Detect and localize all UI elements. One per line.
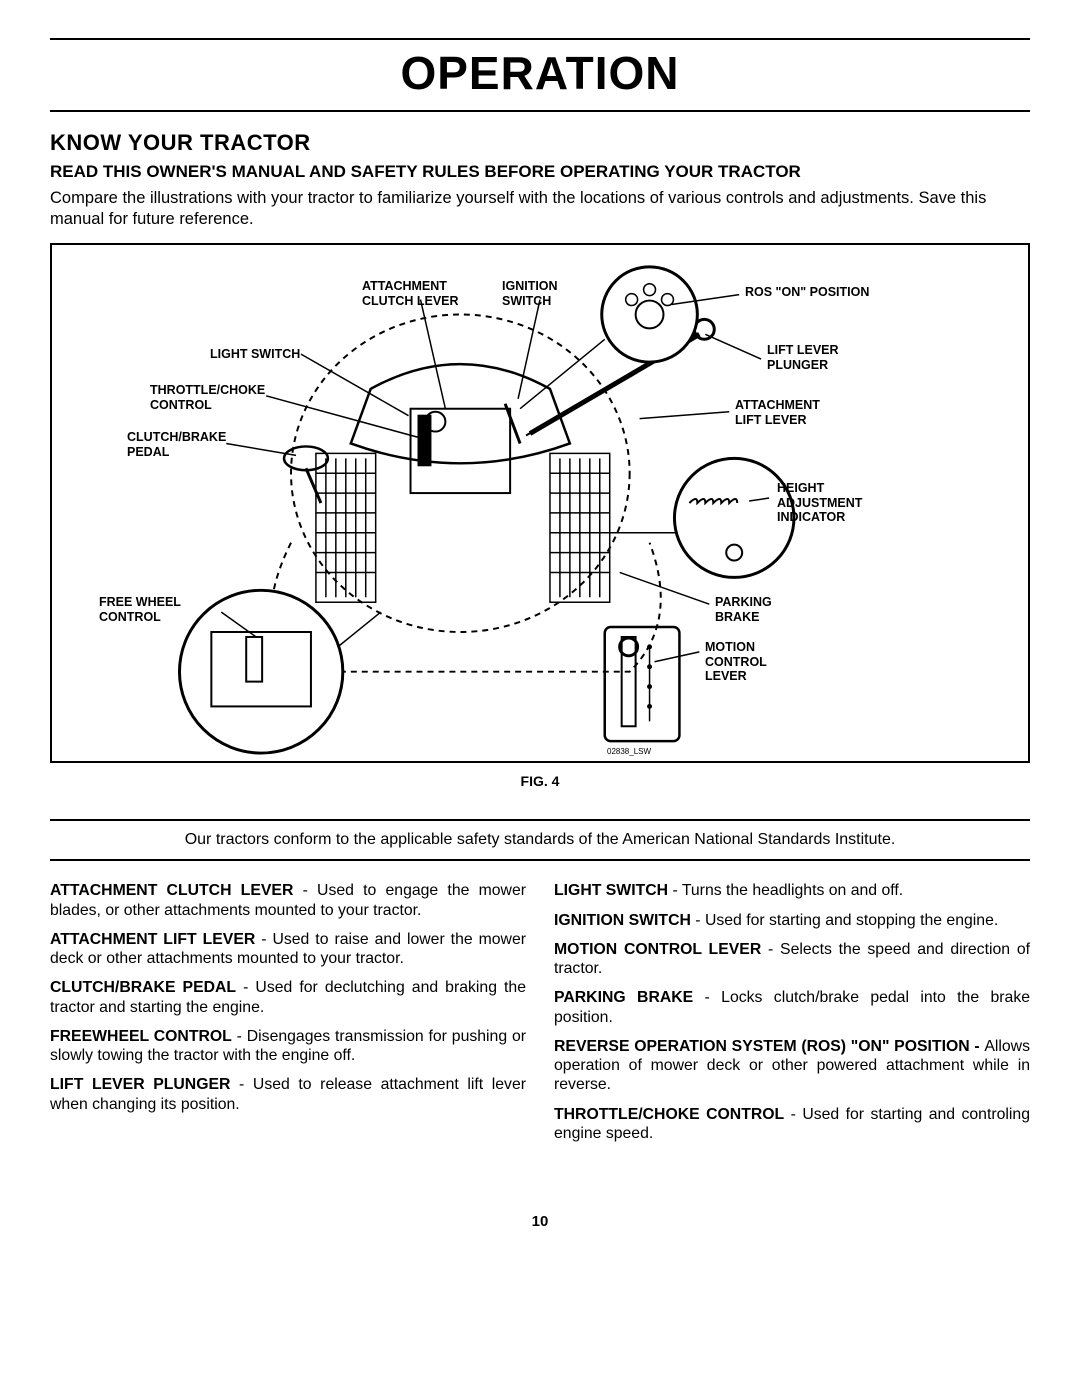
def-clutch-brake-pedal: CLUTCH/BRAKE PEDAL - Used for declutchin… [50, 978, 526, 1017]
def-ros-on-position: REVERSE OPERATION SYSTEM (ROS) "ON" POSI… [554, 1037, 1030, 1095]
term: PARKING BRAKE [554, 989, 693, 1006]
section-heading: KNOW YOUR TRACTOR [50, 130, 1030, 156]
def-parking-brake: PARKING BRAKE - Locks clutch/brake pedal… [554, 988, 1030, 1027]
definitions-col-right: LIGHT SWITCH - Turns the headlights on a… [554, 881, 1030, 1153]
figure-caption: FIG. 4 [50, 773, 1030, 789]
def-ignition-switch: IGNITION SWITCH - Used for starting and … [554, 911, 1030, 930]
page-title: OPERATION [50, 46, 1030, 100]
figure-4-diagram: ATTACHMENT CLUTCH LEVER IGNITION SWITCH … [50, 243, 1030, 763]
term: CLUTCH/BRAKE PEDAL [50, 979, 236, 996]
def-text: - Turns the headlights on and off. [668, 882, 903, 899]
def-freewheel-control: FREEWHEEL CONTROL - Disengages transmiss… [50, 1027, 526, 1066]
label-ros-on: ROS "ON" POSITION [745, 285, 869, 299]
label-light-switch: LIGHT SWITCH [210, 347, 300, 361]
label-lift-lever-plunger: LIFT LEVER PLUNGER [767, 343, 839, 372]
part-code: 02838_LSW [607, 747, 651, 756]
term: LIFT LEVER PLUNGER [50, 1076, 230, 1093]
label-ignition-switch: IGNITION SWITCH [502, 279, 558, 308]
term: MOTION CONTROL LEVER [554, 941, 761, 958]
intro-text: Compare the illustrations with your trac… [50, 188, 1030, 229]
term: LIGHT SWITCH [554, 882, 668, 899]
term: FREEWHEEL CONTROL [50, 1028, 232, 1045]
label-attachment-lift-lever: ATTACHMENT LIFT LEVER [735, 398, 820, 427]
term: THROTTLE/CHOKE CONTROL [554, 1106, 784, 1123]
safety-standards-note: Our tractors conform to the applicable s… [50, 819, 1030, 861]
label-motion-control: MOTION CONTROL LEVER [705, 640, 767, 683]
def-light-switch: LIGHT SWITCH - Turns the headlights on a… [554, 881, 1030, 900]
label-attachment-clutch-lever: ATTACHMENT CLUTCH LEVER [362, 279, 459, 308]
definitions-col-left: ATTACHMENT CLUTCH LEVER - Used to engage… [50, 881, 526, 1153]
def-motion-control-lever: MOTION CONTROL LEVER - Selects the speed… [554, 940, 1030, 979]
warning-heading: READ THIS OWNER'S MANUAL AND SAFETY RULE… [50, 162, 1030, 182]
page-number: 10 [50, 1213, 1030, 1230]
title-underline [50, 110, 1030, 112]
def-attachment-lift-lever: ATTACHMENT LIFT LEVER - Used to raise an… [50, 930, 526, 969]
def-attachment-clutch-lever: ATTACHMENT CLUTCH LEVER - Used to engage… [50, 881, 526, 920]
tractor-diagram-svg [52, 245, 1028, 761]
def-text: - Used for starting and stopping the eng… [691, 912, 998, 929]
label-free-wheel: FREE WHEEL CONTROL [99, 595, 181, 624]
def-lift-lever-plunger: LIFT LEVER PLUNGER - Used to release att… [50, 1075, 526, 1114]
term: IGNITION SWITCH [554, 912, 691, 929]
term: ATTACHMENT LIFT LEVER [50, 931, 255, 948]
label-parking-brake: PARKING BRAKE [715, 595, 772, 624]
label-height-adj: HEIGHT ADJUSTMENT INDICATOR [777, 481, 862, 524]
def-throttle-choke-control: THROTTLE/CHOKE CONTROL - Used for starti… [554, 1105, 1030, 1144]
definitions-columns: ATTACHMENT CLUTCH LEVER - Used to engage… [50, 881, 1030, 1153]
top-rule [50, 38, 1030, 40]
label-throttle-choke: THROTTLE/CHOKE CONTROL [150, 383, 265, 412]
term: ATTACHMENT CLUTCH LEVER [50, 882, 293, 899]
label-clutch-brake-pedal: CLUTCH/BRAKE PEDAL [127, 430, 226, 459]
term: REVERSE OPERATION SYSTEM (ROS) "ON" POSI… [554, 1038, 984, 1055]
